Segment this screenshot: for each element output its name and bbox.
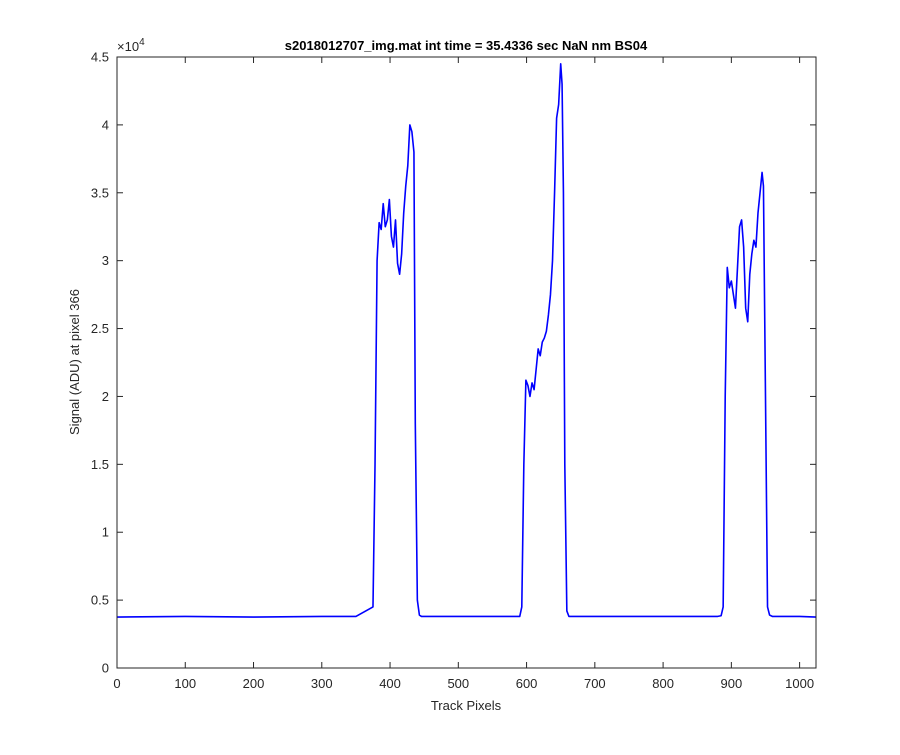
y-axis-exponent-power: 4 [139,37,145,48]
y-tick-label: 2.5 [91,321,109,336]
y-tick-label: 3.5 [91,185,109,200]
series-line [116,62,817,618]
x-tick-label: 100 [174,676,196,691]
y-axis-exponent-base: ×10 [117,39,139,54]
x-tick-label: 200 [243,676,265,691]
y-axis-label: Signal (ADU) at pixel 366 [67,289,82,435]
x-tick-label: 900 [721,676,743,691]
x-axis-ticks: 0 100 200 300 400 500 600 700 800 900 1000 [113,57,814,691]
y-axis-exponent: ×104 [117,37,145,54]
x-tick-label: 800 [652,676,674,691]
y-tick-label: 1 [102,525,109,540]
plot-frame [116,56,817,669]
y-tick-label: 4 [102,117,109,132]
x-tick-label: 0 [113,676,120,691]
x-tick-label: 400 [379,676,401,691]
x-axis-label: Track Pixels [431,698,502,713]
y-tick-label: 1.5 [91,457,109,472]
x-tick-label: 600 [516,676,538,691]
y-tick-label: 2 [102,389,109,404]
y-axis-ticks: 0 0.5 1 1.5 2 2.5 3 3.5 4 4.5 [91,50,816,676]
x-tick-label: 700 [584,676,606,691]
plot-area [117,57,816,668]
y-tick-label: 0 [102,661,109,676]
y-tick-label: 0.5 [91,593,109,608]
chart-title: s2018012707_img.mat int time = 35.4336 s… [285,38,648,53]
x-tick-label: 500 [447,676,469,691]
x-tick-label: 1000 [785,676,814,691]
y-tick-label: 3 [102,253,109,268]
y-tick-label: 4.5 [91,50,109,65]
x-tick-label: 300 [311,676,333,691]
